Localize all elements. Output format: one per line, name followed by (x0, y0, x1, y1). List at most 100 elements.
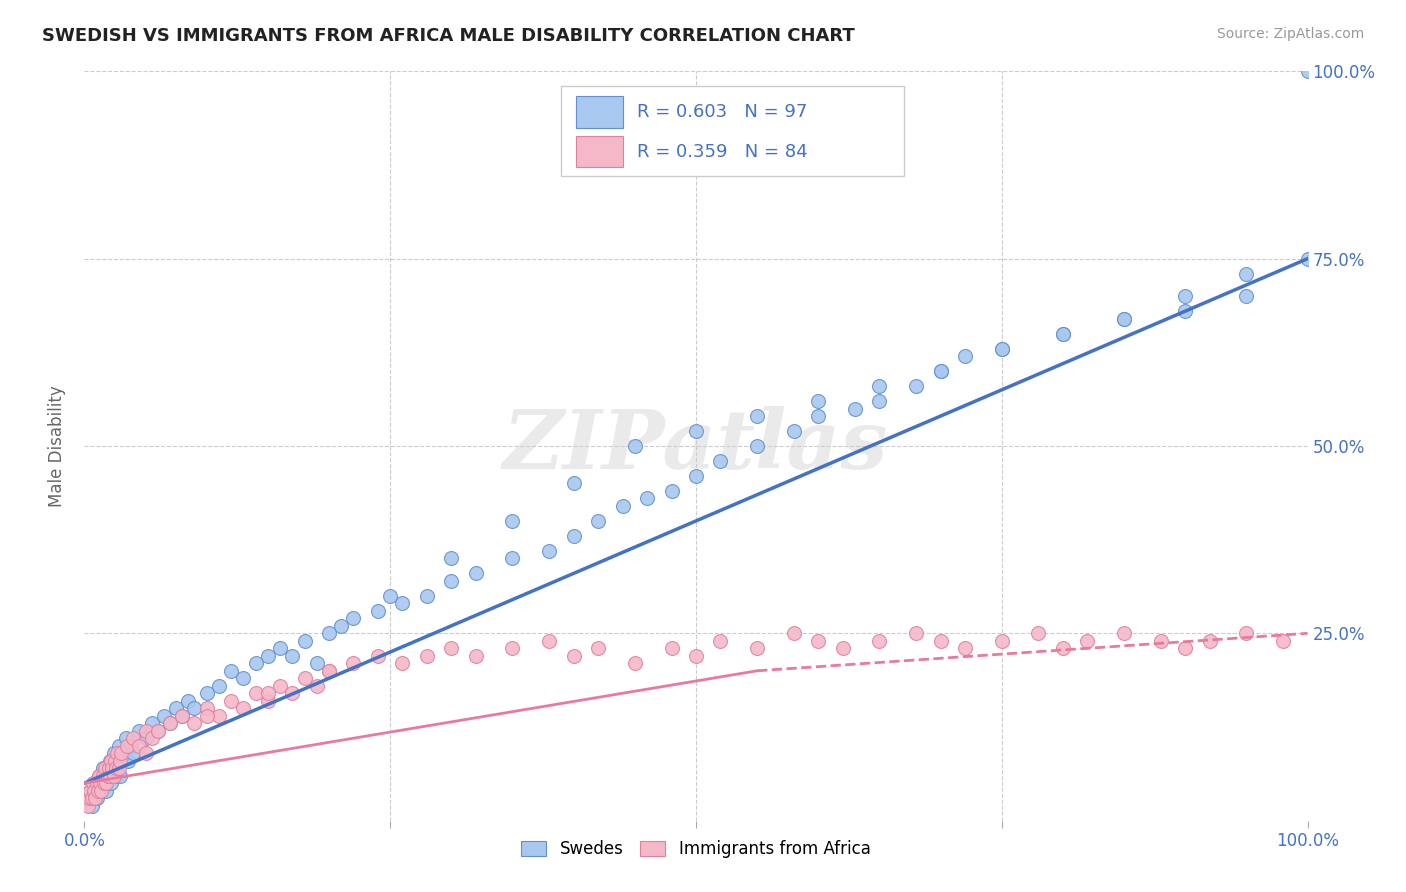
Point (135, 723, 157, 738)
Point (245, 686, 267, 700)
Point (219, 694, 242, 708)
Point (869, 633, 891, 648)
Point (869, 379, 891, 393)
Point (318, 664, 340, 678)
Point (991, 342, 1014, 356)
Point (172, 708, 194, 723)
Point (342, 611, 364, 625)
Point (929, 364, 952, 378)
Point (294, 671, 316, 685)
Text: Source: ZipAtlas.com: Source: ZipAtlas.com (1216, 27, 1364, 41)
Point (1052, 326, 1074, 341)
Point (538, 633, 561, 648)
Point (586, 514, 609, 528)
Point (783, 424, 806, 438)
Point (440, 551, 463, 566)
Point (128, 739, 150, 753)
Point (269, 641, 291, 656)
Point (257, 648, 280, 663)
Point (1198, 633, 1220, 648)
Point (84, 791, 107, 805)
Point (416, 589, 439, 603)
Point (172, 708, 194, 723)
Point (1296, 252, 1319, 266)
Point (953, 641, 976, 656)
Point (146, 723, 169, 738)
Point (502, 641, 524, 656)
Point (1236, 289, 1258, 303)
Point (257, 686, 280, 700)
Point (318, 626, 340, 640)
Point (305, 679, 328, 693)
Point (905, 379, 928, 393)
Point (97, 761, 120, 775)
Point (101, 761, 124, 775)
Text: R = 0.359   N = 84: R = 0.359 N = 84 (637, 143, 808, 161)
Point (79, 783, 101, 797)
Point (685, 469, 707, 483)
Point (112, 746, 135, 760)
Text: SWEDISH VS IMMIGRANTS FROM AFRICA MALE DISABILITY CORRELATION CHART: SWEDISH VS IMMIGRANTS FROM AFRICA MALE D… (42, 27, 855, 45)
Point (294, 633, 316, 648)
Point (104, 769, 127, 783)
Point (135, 746, 157, 760)
Point (709, 454, 731, 468)
Point (153, 708, 176, 723)
Point (90, 783, 112, 797)
Point (747, 641, 769, 656)
Point (94, 761, 117, 775)
Point (128, 723, 150, 738)
Point (1076, 633, 1098, 648)
Point (107, 739, 129, 753)
Point (89, 776, 111, 790)
Point (281, 648, 304, 663)
Point (195, 686, 218, 700)
Point (120, 739, 142, 753)
Point (562, 476, 585, 491)
Point (122, 731, 145, 746)
Point (538, 544, 561, 558)
Point (159, 716, 181, 731)
Point (1174, 304, 1197, 318)
Point (195, 701, 218, 715)
Point (1174, 289, 1197, 303)
Point (831, 641, 853, 656)
Point (110, 754, 132, 768)
Point (807, 633, 830, 648)
Point (93, 776, 115, 790)
Point (79, 783, 101, 797)
Point (195, 708, 218, 723)
Bar (576, 136, 623, 168)
Point (86, 791, 108, 805)
Point (105, 754, 128, 768)
Point (991, 633, 1014, 648)
Point (1296, 64, 1319, 78)
Point (1236, 267, 1258, 281)
Point (110, 746, 132, 760)
Point (98, 769, 121, 783)
Point (318, 664, 340, 678)
Point (83, 783, 105, 797)
Point (89, 776, 111, 790)
Point (844, 401, 866, 416)
Point (87, 783, 110, 797)
Point (98, 754, 121, 768)
Point (183, 716, 205, 731)
Point (464, 566, 486, 581)
Point (105, 761, 128, 775)
Point (87, 769, 110, 783)
FancyBboxPatch shape (561, 87, 904, 177)
Point (219, 664, 242, 678)
Point (117, 754, 139, 768)
Legend: Swedes, Immigrants from Africa: Swedes, Immigrants from Africa (515, 833, 877, 864)
Point (80, 798, 103, 813)
Point (685, 648, 707, 663)
Point (87, 783, 110, 797)
Point (100, 754, 122, 768)
Point (624, 439, 647, 453)
Point (91, 761, 114, 775)
Point (94, 769, 117, 783)
Point (91, 769, 114, 783)
Point (232, 701, 254, 715)
Point (93, 776, 115, 790)
